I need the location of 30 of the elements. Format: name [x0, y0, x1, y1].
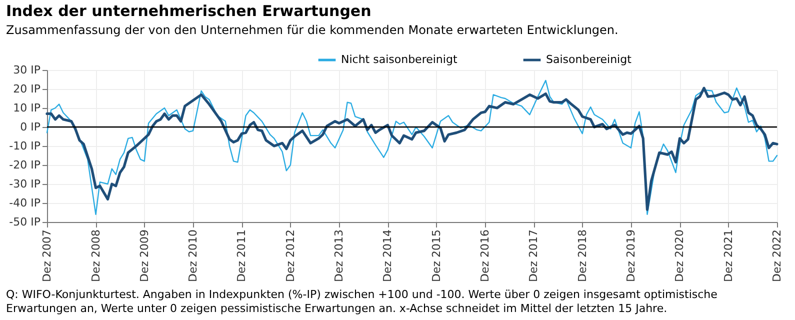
legend-label: Nicht saisonbereinigt: [341, 53, 458, 66]
legend-label: Saisonbereinigt: [546, 53, 632, 66]
x-tick-label: Dez 2021: [722, 230, 735, 282]
x-tick-label: Dez 2016: [478, 230, 492, 282]
y-tick-label: -10 IP: [9, 140, 41, 152]
x-tick-label: Dez 2019: [624, 230, 638, 282]
x-tick-label: Dez 2011: [235, 230, 248, 282]
x-tick-label: Dez 2012: [284, 230, 297, 282]
x-tick-label: Dez 2013: [332, 230, 346, 282]
x-tick-label: Dez 2018: [576, 230, 589, 282]
y-tick-label: 0 IP: [20, 120, 41, 134]
y-tick-label: -40 IP: [9, 196, 41, 210]
y-tick-label: 10 IP: [13, 102, 41, 114]
y-tick-label: 20 IP: [13, 82, 41, 96]
y-tick-label: 30 IP: [13, 64, 41, 76]
y-tick-label: -30 IP: [9, 178, 41, 190]
x-tick-label: Dez 2020: [673, 230, 686, 282]
x-tick-label: Dez 2009: [138, 230, 151, 282]
x-tick-label: Dez 2014: [381, 230, 394, 282]
x-tick-label: Dez 2015: [430, 230, 443, 282]
y-tick-label: -50 IP: [9, 216, 41, 228]
y-tick-label: -20 IP: [9, 158, 41, 172]
chart-title: Index der unternehmerischen Erwartungen: [6, 2, 372, 20]
chart-subtitle: Zusammenfassung der von den Unternehmen für die kommenden Monate erwarteten Entwicklungen.: [6, 23, 618, 37]
x-tick-label: Dez 2008: [89, 230, 102, 282]
x-tick-label: Dez 2022: [770, 230, 784, 282]
x-tick-label: Dez 2007: [40, 230, 54, 282]
x-tick-label: Dez 2017: [527, 230, 540, 282]
x-tick-label: Dez 2010: [186, 230, 200, 282]
text: Q: WIFO-Konjunkturtest. Angaben in Indexpunkten (%-IP) zwischen +100 und -100. Werte über 0 zeigen insgesamt optimistische Erwartungen an, Werte unter 0 zeigen pessimistische Erwartungen an. x-Achse schneidet im Mittel der letzten 15 Jahre.: [6, 288, 718, 316]
